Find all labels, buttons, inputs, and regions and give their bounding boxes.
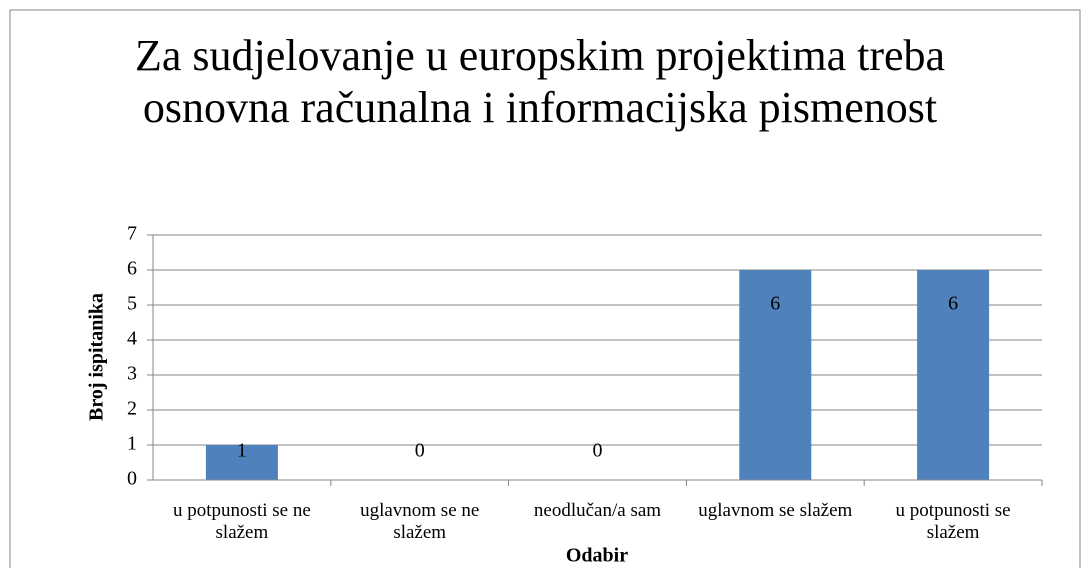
- data-label: 1: [237, 440, 247, 462]
- x-tick-label: u potpunosti se slažem: [895, 500, 1011, 543]
- data-label: 6: [948, 293, 958, 315]
- chart-border: [9, 9, 1081, 568]
- x-tick-label: uglavnom se slažem: [698, 500, 853, 521]
- data-label: 0: [593, 440, 603, 462]
- chart-title: Za sudjelovanje u europskim projektima t…: [134, 31, 946, 132]
- x-tick-label: neodlučan/a sam: [533, 500, 662, 521]
- y-tick-label: 0: [127, 468, 137, 490]
- bar: [739, 270, 812, 480]
- y-tick-label: 1: [127, 433, 137, 455]
- x-axis-label: Odabir: [566, 545, 628, 567]
- y-tick-label: 5: [127, 293, 137, 315]
- x-tick-label: u potpunosti se ne slažem: [173, 500, 311, 543]
- data-label: 0: [415, 440, 425, 462]
- bar: [205, 445, 278, 480]
- y-axis-label: Broj ispitanika: [86, 293, 108, 421]
- y-tick-label: 4: [127, 328, 137, 350]
- y-tick-label: 3: [127, 363, 137, 385]
- y-tick-label: 7: [127, 223, 137, 245]
- y-tick-label: 2: [127, 398, 137, 420]
- data-label: 6: [770, 293, 780, 315]
- bar: [917, 270, 990, 480]
- x-tick-label: uglavnom se ne slažem: [360, 500, 480, 543]
- y-tick-label: 6: [127, 258, 137, 280]
